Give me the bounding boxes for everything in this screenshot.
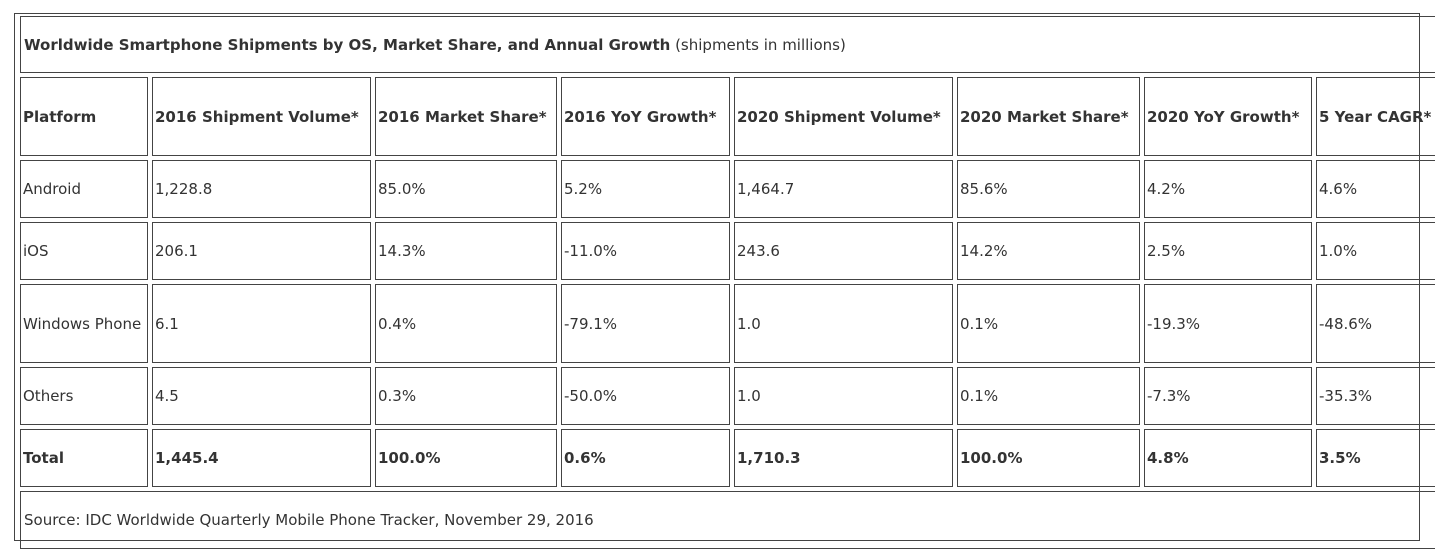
cell-2016-share: 14.3%: [375, 222, 557, 280]
table-title: Worldwide Smartphone Shipments by OS, Ma…: [20, 16, 1435, 73]
header-2020-share: 2020 Market Share*: [957, 77, 1140, 156]
header-2016-growth: 2016 YoY Growth*: [561, 77, 730, 156]
cell-2020-share: 0.1%: [957, 284, 1140, 363]
cell-2020-growth: 4.2%: [1144, 160, 1312, 218]
cell-2016-share: 85.0%: [375, 160, 557, 218]
total-label: Total: [20, 429, 148, 487]
total-2020-share: 100.0%: [957, 429, 1140, 487]
table-row: Android 1,228.8 85.0% 5.2% 1,464.7 85.6%…: [20, 160, 1435, 218]
total-2016-volume: 1,445.4: [152, 429, 371, 487]
header-cagr: 5 Year CAGR*: [1316, 77, 1435, 156]
cell-2016-growth: -79.1%: [561, 284, 730, 363]
cell-2016-volume: 4.5: [152, 367, 371, 425]
cell-2016-growth: 5.2%: [561, 160, 730, 218]
table-row: Windows Phone 6.1 0.4% -79.1% 1.0 0.1% -…: [20, 284, 1435, 363]
cell-2020-share: 14.2%: [957, 222, 1140, 280]
header-row: Platform 2016 Shipment Volume* 2016 Mark…: [20, 77, 1435, 156]
cell-platform: Others: [20, 367, 148, 425]
header-2016-volume: 2016 Shipment Volume*: [152, 77, 371, 156]
total-2020-growth: 4.8%: [1144, 429, 1312, 487]
cell-2020-growth: 2.5%: [1144, 222, 1312, 280]
cell-2020-growth: -7.3%: [1144, 367, 1312, 425]
cell-cagr: -48.6%: [1316, 284, 1435, 363]
table-title-units: (shipments in millions): [670, 35, 846, 54]
source-row: Source: IDC Worldwide Quarterly Mobile P…: [20, 491, 1435, 549]
cell-cagr: 4.6%: [1316, 160, 1435, 218]
smartphone-shipments-table: Worldwide Smartphone Shipments by OS, Ma…: [16, 12, 1435, 553]
cell-platform: Windows Phone: [20, 284, 148, 363]
header-platform: Platform: [20, 77, 148, 156]
table-title-main: Worldwide Smartphone Shipments by OS, Ma…: [24, 35, 671, 54]
total-row: Total 1,445.4 100.0% 0.6% 1,710.3 100.0%…: [20, 429, 1435, 487]
source-note: Source: IDC Worldwide Quarterly Mobile P…: [20, 491, 1435, 549]
total-2016-growth: 0.6%: [561, 429, 730, 487]
total-2016-share: 100.0%: [375, 429, 557, 487]
header-2020-volume: 2020 Shipment Volume*: [734, 77, 953, 156]
cell-cagr: -35.3%: [1316, 367, 1435, 425]
cell-cagr: 1.0%: [1316, 222, 1435, 280]
cell-2020-volume: 1,464.7: [734, 160, 953, 218]
header-2020-growth: 2020 YoY Growth*: [1144, 77, 1312, 156]
cell-2020-volume: 1.0: [734, 367, 953, 425]
cell-2016-volume: 6.1: [152, 284, 371, 363]
header-2016-share: 2016 Market Share*: [375, 77, 557, 156]
cell-2020-volume: 1.0: [734, 284, 953, 363]
cell-2016-share: 0.4%: [375, 284, 557, 363]
cell-2016-growth: -11.0%: [561, 222, 730, 280]
table-frame: [14, 13, 1420, 541]
total-cagr: 3.5%: [1316, 429, 1435, 487]
cell-platform: iOS: [20, 222, 148, 280]
total-2020-volume: 1,710.3: [734, 429, 953, 487]
cell-platform: Android: [20, 160, 148, 218]
cell-2016-volume: 1,228.8: [152, 160, 371, 218]
cell-2020-growth: -19.3%: [1144, 284, 1312, 363]
cell-2016-volume: 206.1: [152, 222, 371, 280]
cell-2020-share: 0.1%: [957, 367, 1140, 425]
cell-2016-growth: -50.0%: [561, 367, 730, 425]
cell-2016-share: 0.3%: [375, 367, 557, 425]
table-row: Others 4.5 0.3% -50.0% 1.0 0.1% -7.3% -3…: [20, 367, 1435, 425]
cell-2020-share: 85.6%: [957, 160, 1140, 218]
cell-2020-volume: 243.6: [734, 222, 953, 280]
table-row: iOS 206.1 14.3% -11.0% 243.6 14.2% 2.5% …: [20, 222, 1435, 280]
